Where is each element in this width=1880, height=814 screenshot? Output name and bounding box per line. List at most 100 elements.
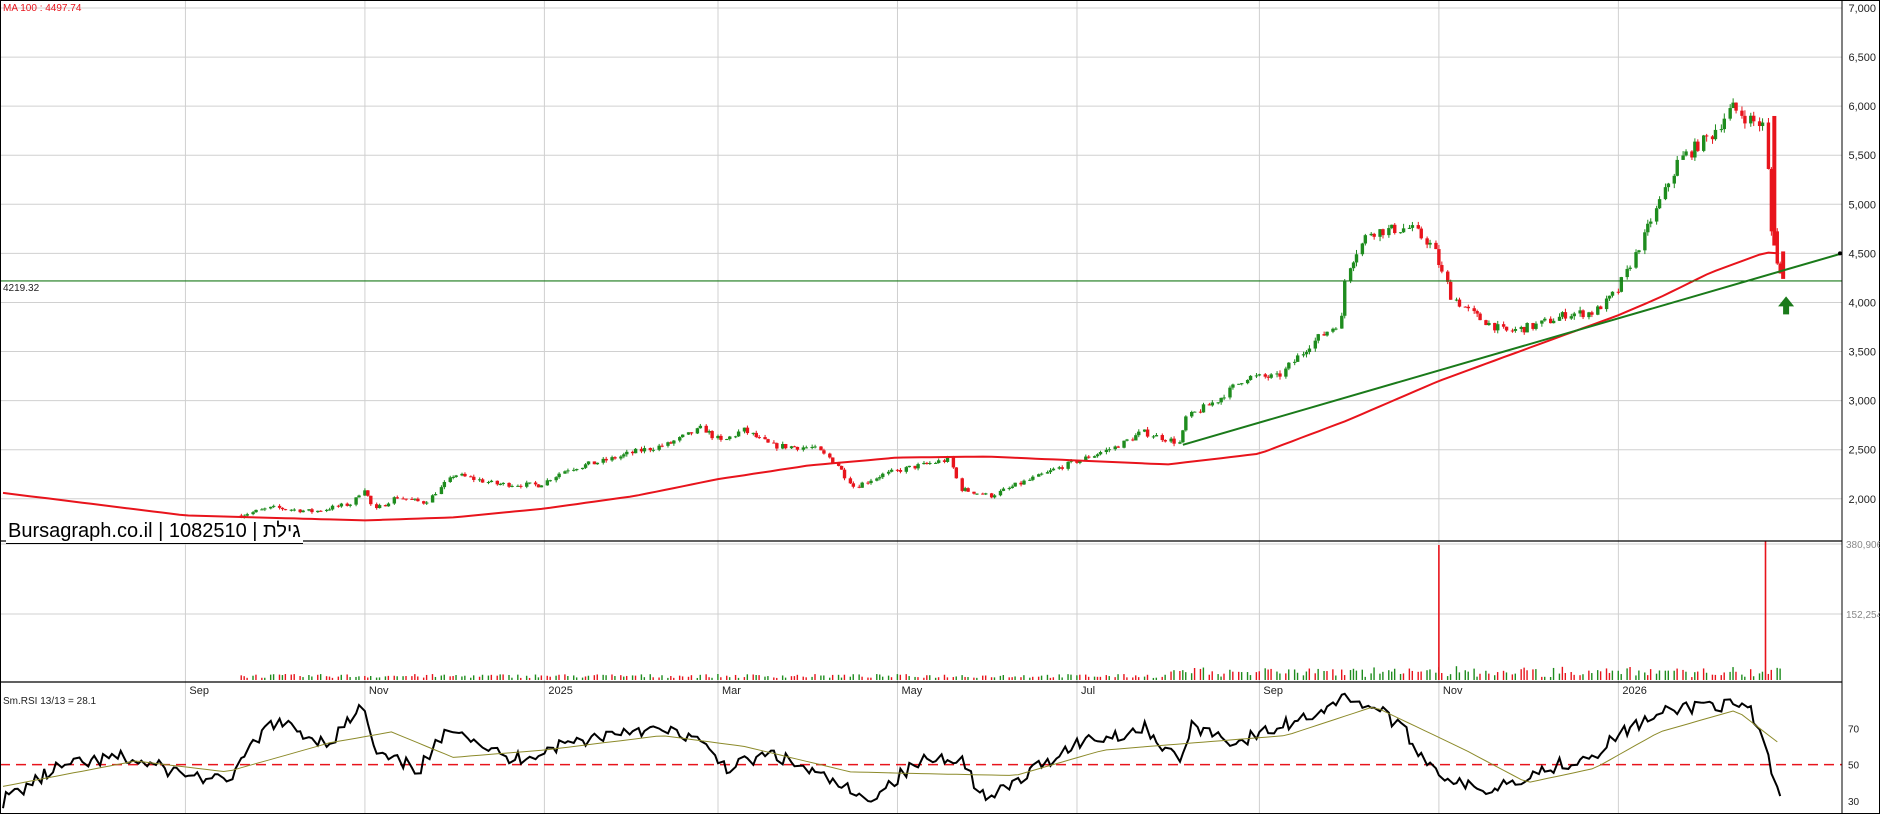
candle-body [1363, 235, 1368, 244]
volume-bar [317, 674, 319, 680]
candle-body [886, 471, 891, 474]
volume-bar [1302, 675, 1305, 680]
candle-body [366, 490, 370, 496]
volume-bar [319, 674, 322, 680]
candle-body [1178, 442, 1182, 444]
candle-body [1325, 331, 1329, 336]
volume-bar [611, 674, 613, 680]
candle-body [1463, 306, 1468, 308]
volume-bar [1479, 673, 1481, 680]
candle-body [454, 475, 458, 477]
candle-body [1637, 250, 1641, 253]
candle-body [272, 505, 276, 507]
candle-body [1304, 352, 1309, 355]
price-tick-label: 6,500 [1848, 52, 1876, 64]
candle-body [527, 482, 532, 484]
volume-bar [634, 675, 637, 680]
volume-bar [1202, 667, 1205, 680]
candle-body [716, 435, 720, 439]
volume-bar [952, 677, 954, 680]
candle-body [1646, 223, 1650, 233]
candle-body [1145, 429, 1150, 437]
candle-body [751, 432, 756, 434]
candle-body [1340, 315, 1344, 329]
candle-body [1749, 115, 1753, 124]
candle-body [783, 444, 788, 449]
candle-body [934, 462, 938, 464]
candle-body [566, 470, 570, 472]
candle-body [922, 462, 926, 465]
volume-bar [755, 675, 757, 680]
candle-body [1137, 431, 1141, 436]
candle-body [269, 506, 273, 509]
volume-bar [708, 677, 710, 680]
volume-bar [887, 675, 890, 680]
volume-bar [993, 677, 996, 680]
candle-body [963, 488, 967, 491]
volume-bar [481, 674, 484, 680]
volume-bar [1673, 670, 1675, 680]
candle-body [1531, 323, 1535, 329]
volume-bar [1649, 669, 1652, 680]
candle-body [486, 482, 491, 484]
candle-body-large [1772, 115, 1777, 246]
candle-body [1513, 329, 1518, 331]
volume-bar [528, 677, 531, 680]
candle-body [1625, 268, 1629, 278]
volume-bar [358, 676, 360, 680]
candle-body [604, 458, 608, 461]
volume-bar [264, 677, 266, 680]
volume-bar [990, 677, 993, 680]
candle-body [660, 445, 664, 447]
volume-bar [1373, 667, 1375, 680]
volume-bar [678, 675, 681, 680]
volume-bar [1464, 670, 1466, 680]
candle-body [1599, 306, 1603, 310]
candle-body [1398, 232, 1403, 234]
volume-bar [946, 677, 949, 680]
candle-body [1084, 456, 1088, 461]
candle-body [327, 509, 332, 511]
candle-body [1092, 456, 1097, 458]
volume-bar [602, 674, 604, 680]
candle-body [839, 465, 844, 470]
volume-bar [1146, 674, 1149, 680]
volume-bar [1393, 668, 1396, 680]
candle-body [951, 457, 956, 468]
candle-body [1098, 452, 1103, 455]
candle-body [1284, 368, 1288, 377]
candle-body [1287, 362, 1291, 369]
candle-body [580, 467, 585, 470]
candle-body [572, 469, 576, 471]
volume-bar [964, 676, 966, 680]
volume-bar [487, 675, 490, 680]
candle-body [1190, 411, 1194, 417]
candle-body [1240, 383, 1244, 385]
volume-bar [840, 677, 843, 680]
volume-bar [1626, 668, 1628, 680]
volume-bar [1770, 669, 1772, 680]
candle-body [1425, 238, 1429, 245]
volume-bar [1723, 672, 1725, 680]
volume-bar [525, 675, 528, 680]
volume-bar [984, 675, 987, 680]
volume-bar [1458, 672, 1461, 680]
candle-body [1416, 225, 1420, 229]
volume-bar [687, 676, 690, 680]
volume-bar [1190, 673, 1193, 680]
candle-body [1675, 159, 1679, 176]
price-tick-label: 2,000 [1848, 494, 1876, 506]
candle-body [1007, 488, 1012, 490]
candle-body [1210, 402, 1215, 406]
volume-bar [1676, 668, 1678, 680]
candle-body [1496, 324, 1500, 331]
volume-bar [1496, 672, 1499, 680]
candle-body [819, 446, 823, 451]
candle-body [545, 480, 550, 486]
candle-body [1369, 233, 1373, 236]
candle-body [1022, 480, 1026, 485]
volume-bar [1279, 673, 1281, 680]
volume-bar [443, 674, 445, 680]
candles [239, 98, 1786, 519]
volume-bar [311, 676, 313, 680]
